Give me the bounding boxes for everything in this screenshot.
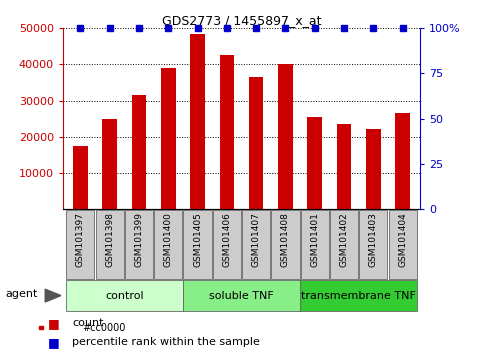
FancyBboxPatch shape	[301, 210, 329, 279]
Text: GSM101400: GSM101400	[164, 212, 173, 267]
Bar	[102, 119, 117, 209]
Text: GSM101404: GSM101404	[398, 212, 407, 267]
Bar	[307, 117, 322, 209]
FancyBboxPatch shape	[125, 210, 153, 279]
FancyBboxPatch shape	[213, 210, 241, 279]
Text: control: control	[105, 291, 143, 301]
Bar	[161, 68, 176, 209]
FancyBboxPatch shape	[300, 280, 417, 311]
Text: GSM101403: GSM101403	[369, 212, 378, 267]
FancyBboxPatch shape	[359, 210, 387, 279]
FancyBboxPatch shape	[271, 210, 299, 279]
Text: #cc0000: #cc0000	[82, 322, 126, 333]
Text: GSM101407: GSM101407	[252, 212, 261, 267]
Bar	[395, 113, 410, 209]
Text: agent: agent	[5, 289, 37, 299]
Text: GSM101408: GSM101408	[281, 212, 290, 267]
Text: transmembrane TNF: transmembrane TNF	[301, 291, 416, 301]
Text: GSM101399: GSM101399	[134, 212, 143, 267]
FancyBboxPatch shape	[183, 280, 300, 311]
Title: GDS2773 / 1455897_x_at: GDS2773 / 1455897_x_at	[162, 14, 321, 27]
Text: GSM101405: GSM101405	[193, 212, 202, 267]
Bar	[132, 95, 146, 209]
Text: GSM101406: GSM101406	[222, 212, 231, 267]
FancyBboxPatch shape	[66, 280, 183, 311]
Text: GSM101397: GSM101397	[76, 212, 85, 267]
FancyBboxPatch shape	[66, 210, 95, 279]
Text: GSM101398: GSM101398	[105, 212, 114, 267]
Bar	[39, 326, 43, 329]
Bar	[337, 124, 351, 209]
Text: percentile rank within the sample: percentile rank within the sample	[72, 337, 260, 347]
Polygon shape	[45, 289, 61, 302]
Text: GSM101402: GSM101402	[340, 212, 349, 267]
FancyBboxPatch shape	[96, 210, 124, 279]
FancyBboxPatch shape	[330, 210, 358, 279]
FancyBboxPatch shape	[388, 210, 417, 279]
Bar	[366, 130, 381, 209]
FancyBboxPatch shape	[242, 210, 270, 279]
Bar	[278, 64, 293, 209]
Text: count: count	[72, 318, 104, 329]
Bar	[220, 55, 234, 209]
Text: ■: ■	[48, 336, 60, 349]
Text: GSM101401: GSM101401	[310, 212, 319, 267]
Bar	[190, 34, 205, 209]
Bar	[73, 146, 88, 209]
FancyBboxPatch shape	[154, 210, 182, 279]
Text: soluble TNF: soluble TNF	[209, 291, 274, 301]
FancyBboxPatch shape	[184, 210, 212, 279]
Bar	[249, 77, 263, 209]
Text: ■: ■	[48, 317, 60, 330]
